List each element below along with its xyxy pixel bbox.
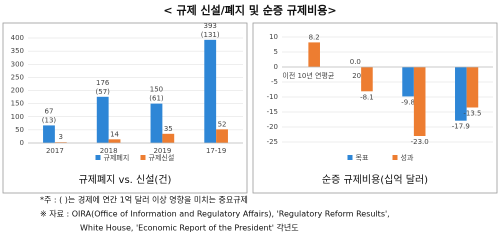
y-tick-label: -15 <box>267 108 278 116</box>
chart-caption: 규제폐지 vs. 신설(건) <box>79 174 172 186</box>
data-label: 3 <box>59 133 63 141</box>
bar <box>96 96 109 143</box>
y-tick-label: 0 <box>274 63 278 71</box>
data-label: -17.9 <box>452 123 470 131</box>
data-label: 0.0 <box>350 58 361 66</box>
panel-right <box>252 22 498 194</box>
y-tick-label: 400 <box>11 34 24 42</box>
data-label: 176 <box>96 79 110 87</box>
y-tick-label: -5 <box>271 78 278 86</box>
bar <box>43 125 55 143</box>
chart-caption: 순증 규제비용(십억 달러) <box>322 174 428 186</box>
data-label: -9.8 <box>401 98 415 106</box>
y-tick-label: 5 <box>274 48 278 56</box>
data-annotation: (61) <box>149 95 164 103</box>
data-label: -13.5 <box>463 110 481 118</box>
y-tick-label: -25 <box>267 138 278 146</box>
legend-label: 규제신설 <box>149 153 175 162</box>
y-tick-label: 350 <box>11 47 24 55</box>
note: ※ 자료 : OIRA(Office of Information and Re… <box>40 210 390 219</box>
data-annotation: (131) <box>201 31 220 39</box>
panel-left <box>2 22 248 194</box>
bar <box>308 42 320 67</box>
legend-swatch <box>347 155 353 160</box>
legend-swatch <box>95 155 101 160</box>
y-tick-label: 10 <box>269 33 278 41</box>
data-label: 8.2 <box>309 33 320 41</box>
y-tick-label: 200 <box>11 87 24 95</box>
bar <box>466 67 479 108</box>
data-label: 52 <box>218 120 227 128</box>
bar <box>204 39 217 143</box>
note: White House, 'Economic Report of the Pre… <box>80 223 299 233</box>
page-title: < 규제 신설/폐지 및 순증 규제비용> <box>163 3 336 17</box>
legend-label: 규제폐지 <box>104 153 130 162</box>
y-tick-label: 150 <box>11 100 24 108</box>
y-tick-label: 0 <box>20 139 24 147</box>
x-tick-label: 2019 <box>153 147 171 155</box>
data-label: 393 <box>204 22 217 30</box>
y-tick-label: 100 <box>11 113 24 121</box>
bar <box>216 129 228 143</box>
legend-label: 성과 <box>401 153 414 162</box>
y-tick-label: 50 <box>15 126 24 134</box>
bar <box>108 139 121 143</box>
data-label: 35 <box>164 125 173 133</box>
x-tick-label: 2017 <box>46 147 64 155</box>
bar <box>455 67 467 121</box>
bar <box>413 67 426 136</box>
data-label: 14 <box>110 130 119 138</box>
bar <box>162 133 175 143</box>
x-tick-label: 이전 10년 연평균 <box>282 71 335 80</box>
data-label: 150 <box>150 86 163 94</box>
note: *주 : ( )는 경제에 연간 1억 달러 이상 영향을 미치는 중요규제 <box>40 195 248 205</box>
data-annotation: (57) <box>96 88 111 96</box>
y-tick-label: -20 <box>267 123 278 131</box>
legend-swatch <box>140 155 146 160</box>
data-annotation: (13) <box>42 116 57 124</box>
bar <box>150 103 163 143</box>
y-tick-label: 300 <box>11 60 24 68</box>
data-label: 67 <box>45 107 54 115</box>
legend-swatch <box>392 155 398 160</box>
y-tick-label: 250 <box>11 73 24 81</box>
legend-label: 목표 <box>356 154 369 162</box>
bar <box>361 67 373 92</box>
data-label: -23.0 <box>411 138 429 146</box>
data-label: -8.1 <box>360 93 374 101</box>
x-tick-label: 17-19 <box>206 147 226 155</box>
bar <box>402 67 414 97</box>
y-tick-label: -10 <box>267 93 278 101</box>
x-tick-label: 2018 <box>100 147 118 155</box>
